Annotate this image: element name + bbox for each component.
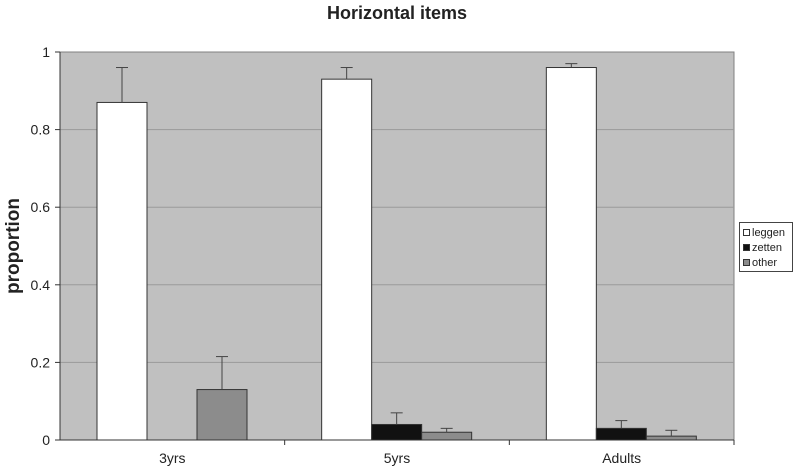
bar-other	[196, 389, 248, 441]
bar-other	[645, 435, 697, 441]
chart-title: Horizontal items	[326, 3, 468, 23]
plot-area	[59, 51, 735, 441]
x-tick-label: 3yrs	[159, 450, 185, 466]
y-tick-label: 0.6	[31, 199, 51, 215]
y-tick-label: 0.2	[31, 354, 51, 370]
legend-label-other: other	[752, 256, 778, 269]
legend-item-leggen: leggen	[743, 225, 792, 240]
legend-label-zetten: zetten	[752, 241, 782, 254]
legend-item-zetten: zetten	[743, 240, 792, 255]
legend-swatch-leggen	[743, 229, 750, 236]
bar-zetten	[371, 423, 423, 441]
bar-leggen	[96, 101, 148, 441]
y-tick-label: 0.8	[31, 122, 51, 138]
legend-swatch-other	[743, 259, 750, 266]
x-tick-label: 5yrs	[384, 450, 410, 466]
bar-other	[421, 431, 473, 441]
x-tick-label: Adults	[602, 450, 641, 466]
bar-zetten	[595, 427, 647, 441]
y-tick-label: 0.4	[31, 277, 51, 293]
legend: leggen zetten other	[739, 222, 793, 272]
bar-leggen	[545, 67, 597, 441]
legend-item-other: other	[743, 255, 792, 270]
y-tick-label: 1	[42, 44, 50, 60]
bar-leggen	[321, 78, 373, 441]
legend-swatch-zetten	[743, 244, 750, 251]
y-tick-label: 0	[42, 432, 50, 448]
legend-label-leggen: leggen	[752, 226, 786, 239]
